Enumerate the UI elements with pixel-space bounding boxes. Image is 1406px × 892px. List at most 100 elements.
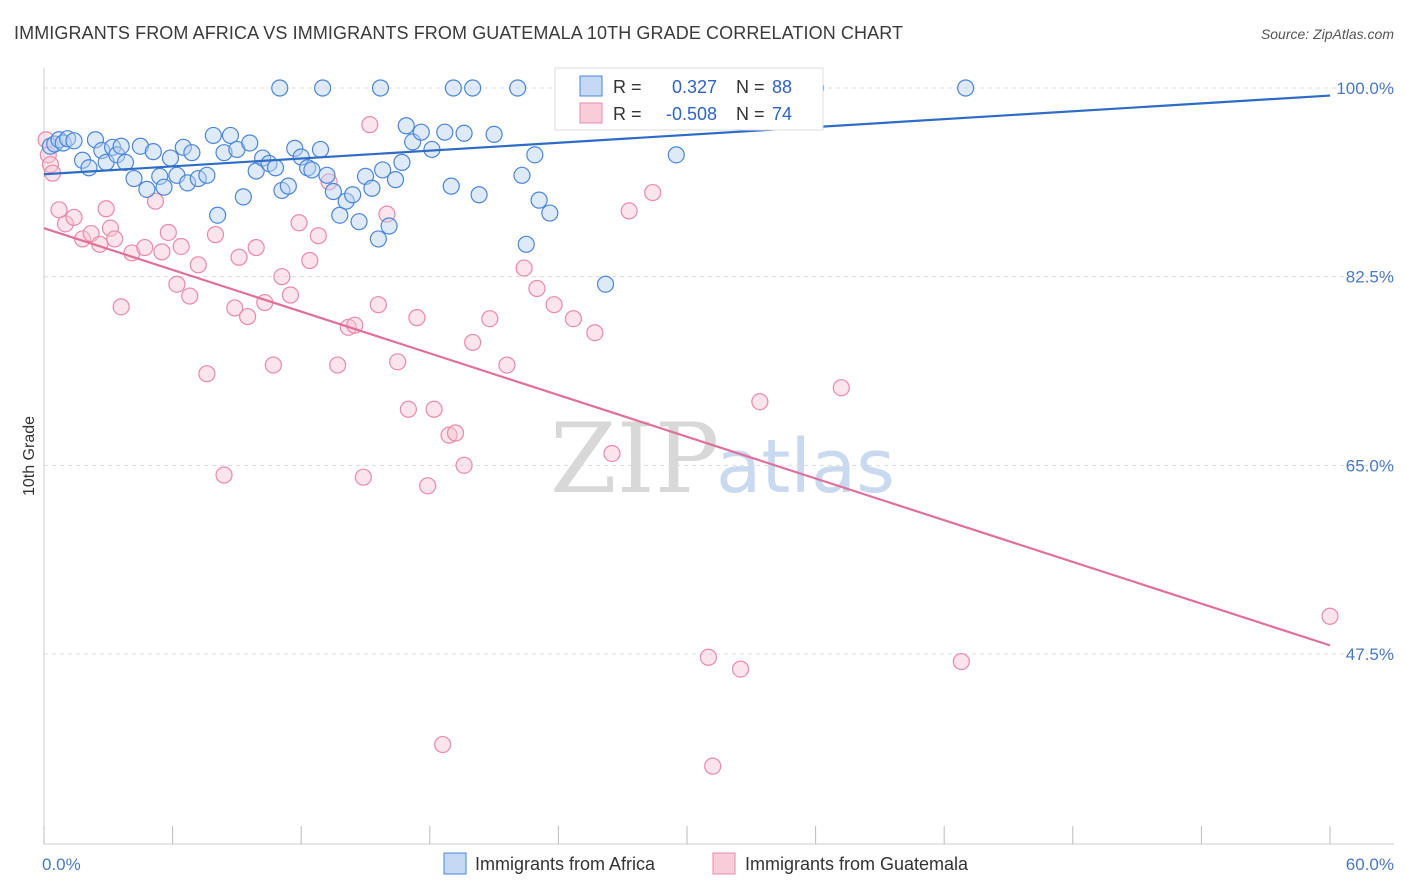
data-point-guatemala	[198, 365, 216, 383]
data-point-africa	[303, 161, 321, 179]
data-point-africa	[393, 153, 411, 171]
data-point-africa	[65, 132, 83, 150]
data-point-guatemala	[247, 238, 265, 257]
data-point-guatemala	[704, 757, 722, 775]
data-point-guatemala	[181, 287, 199, 305]
data-point-africa	[374, 161, 392, 179]
trend-line-guatemala	[43, 227, 1331, 647]
legend-n-label-africa: N =	[736, 77, 765, 97]
legend-r-value-guatemala: -0.508	[666, 104, 717, 124]
data-point-africa	[324, 182, 342, 201]
data-point-africa	[221, 126, 240, 145]
data-point-guatemala	[301, 251, 319, 270]
data-point-africa	[80, 159, 98, 177]
data-point-guatemala	[226, 299, 244, 317]
data-point-guatemala	[699, 648, 718, 666]
data-point-africa	[314, 79, 332, 97]
data-point-guatemala	[425, 400, 443, 418]
data-point-africa	[174, 138, 192, 156]
data-point-africa	[131, 137, 150, 155]
data-point-africa	[116, 153, 135, 171]
data-point-guatemala	[50, 201, 68, 219]
series-legend: Immigrants from Africa Immigrants from G…	[443, 852, 969, 875]
data-point-guatemala	[189, 256, 207, 274]
data-point-guatemala	[455, 456, 473, 474]
gridlines	[44, 87, 1394, 655]
data-point-africa	[144, 143, 162, 161]
x-tick-label-min: 0.0%	[42, 855, 81, 874]
data-point-africa	[138, 180, 156, 198]
data-point-guatemala	[408, 309, 426, 327]
data-point-guatemala	[1321, 607, 1339, 625]
data-point-africa	[58, 130, 77, 148]
data-point-guatemala	[528, 279, 546, 298]
data-point-africa	[125, 169, 143, 188]
data-point-guatemala	[440, 426, 458, 444]
data-point-africa	[470, 186, 488, 204]
data-point-guatemala	[172, 237, 190, 256]
data-point-guatemala	[361, 116, 379, 134]
data-point-africa	[541, 204, 559, 222]
series-legend-swatch-africa	[443, 852, 467, 875]
y-tick-label: 100.0%	[1336, 79, 1394, 98]
data-point-africa	[455, 124, 473, 142]
x-axis-ticks	[43, 826, 1331, 844]
chart-source: Source: ZipAtlas.com	[1261, 26, 1394, 42]
data-point-guatemala	[230, 248, 248, 266]
data-point-africa	[513, 166, 531, 184]
data-point-africa	[371, 79, 390, 97]
data-point-guatemala	[273, 268, 291, 286]
data-point-guatemala	[206, 226, 225, 244]
watermark-zip: ZIP	[550, 403, 719, 515]
data-point-guatemala	[136, 238, 154, 257]
data-point-guatemala	[603, 444, 621, 463]
legend-r-value-africa: 0.327	[672, 77, 717, 97]
data-point-africa	[331, 206, 349, 224]
data-point-guatemala	[464, 333, 482, 352]
legend-n-label-guatemala: N =	[736, 104, 765, 124]
data-point-africa	[318, 166, 336, 184]
data-point-guatemala	[106, 230, 124, 248]
data-point-africa	[436, 123, 454, 141]
data-point-africa	[271, 79, 289, 97]
data-point-guatemala	[399, 400, 417, 418]
data-point-guatemala	[389, 353, 407, 371]
data-point-africa	[234, 188, 252, 206]
data-point-africa	[204, 126, 222, 145]
legend-r-label-africa: R =	[613, 77, 642, 97]
data-point-africa	[412, 123, 430, 141]
data-point-guatemala	[481, 310, 499, 328]
data-point-africa	[161, 149, 180, 167]
data-point-africa	[350, 213, 368, 231]
data-point-africa	[311, 140, 330, 159]
y-tick-label: 47.5%	[1346, 645, 1394, 664]
data-point-africa	[279, 177, 297, 195]
data-point-guatemala	[215, 466, 233, 484]
data-point-africa	[86, 131, 105, 149]
y-tick-label: 82.5%	[1346, 268, 1394, 287]
data-point-guatemala	[952, 652, 970, 671]
data-point-africa	[215, 144, 233, 162]
data-point-guatemala	[564, 310, 583, 328]
stats-legend: R = 0.327 N = 88 R = -0.508 N = 74	[554, 67, 824, 131]
data-point-guatemala	[354, 468, 372, 486]
data-point-guatemala	[731, 660, 750, 678]
data-point-africa	[151, 167, 169, 186]
data-point-guatemala	[620, 202, 638, 220]
data-point-africa	[198, 166, 216, 184]
data-point-guatemala	[65, 208, 83, 226]
legend-swatch-africa	[579, 75, 603, 97]
legend-n-value-guatemala: 74	[772, 104, 792, 124]
data-point-africa	[112, 137, 130, 155]
data-point-africa	[530, 191, 548, 209]
series-legend-swatch-guatemala	[712, 852, 736, 875]
data-point-africa	[404, 133, 422, 151]
data-point-guatemala	[329, 356, 347, 374]
data-point-africa	[344, 186, 362, 204]
data-point-guatemala	[832, 379, 850, 397]
data-point-africa	[286, 139, 304, 157]
data-point-guatemala	[153, 243, 171, 261]
data-point-africa	[444, 79, 462, 97]
data-point-guatemala	[545, 296, 563, 314]
